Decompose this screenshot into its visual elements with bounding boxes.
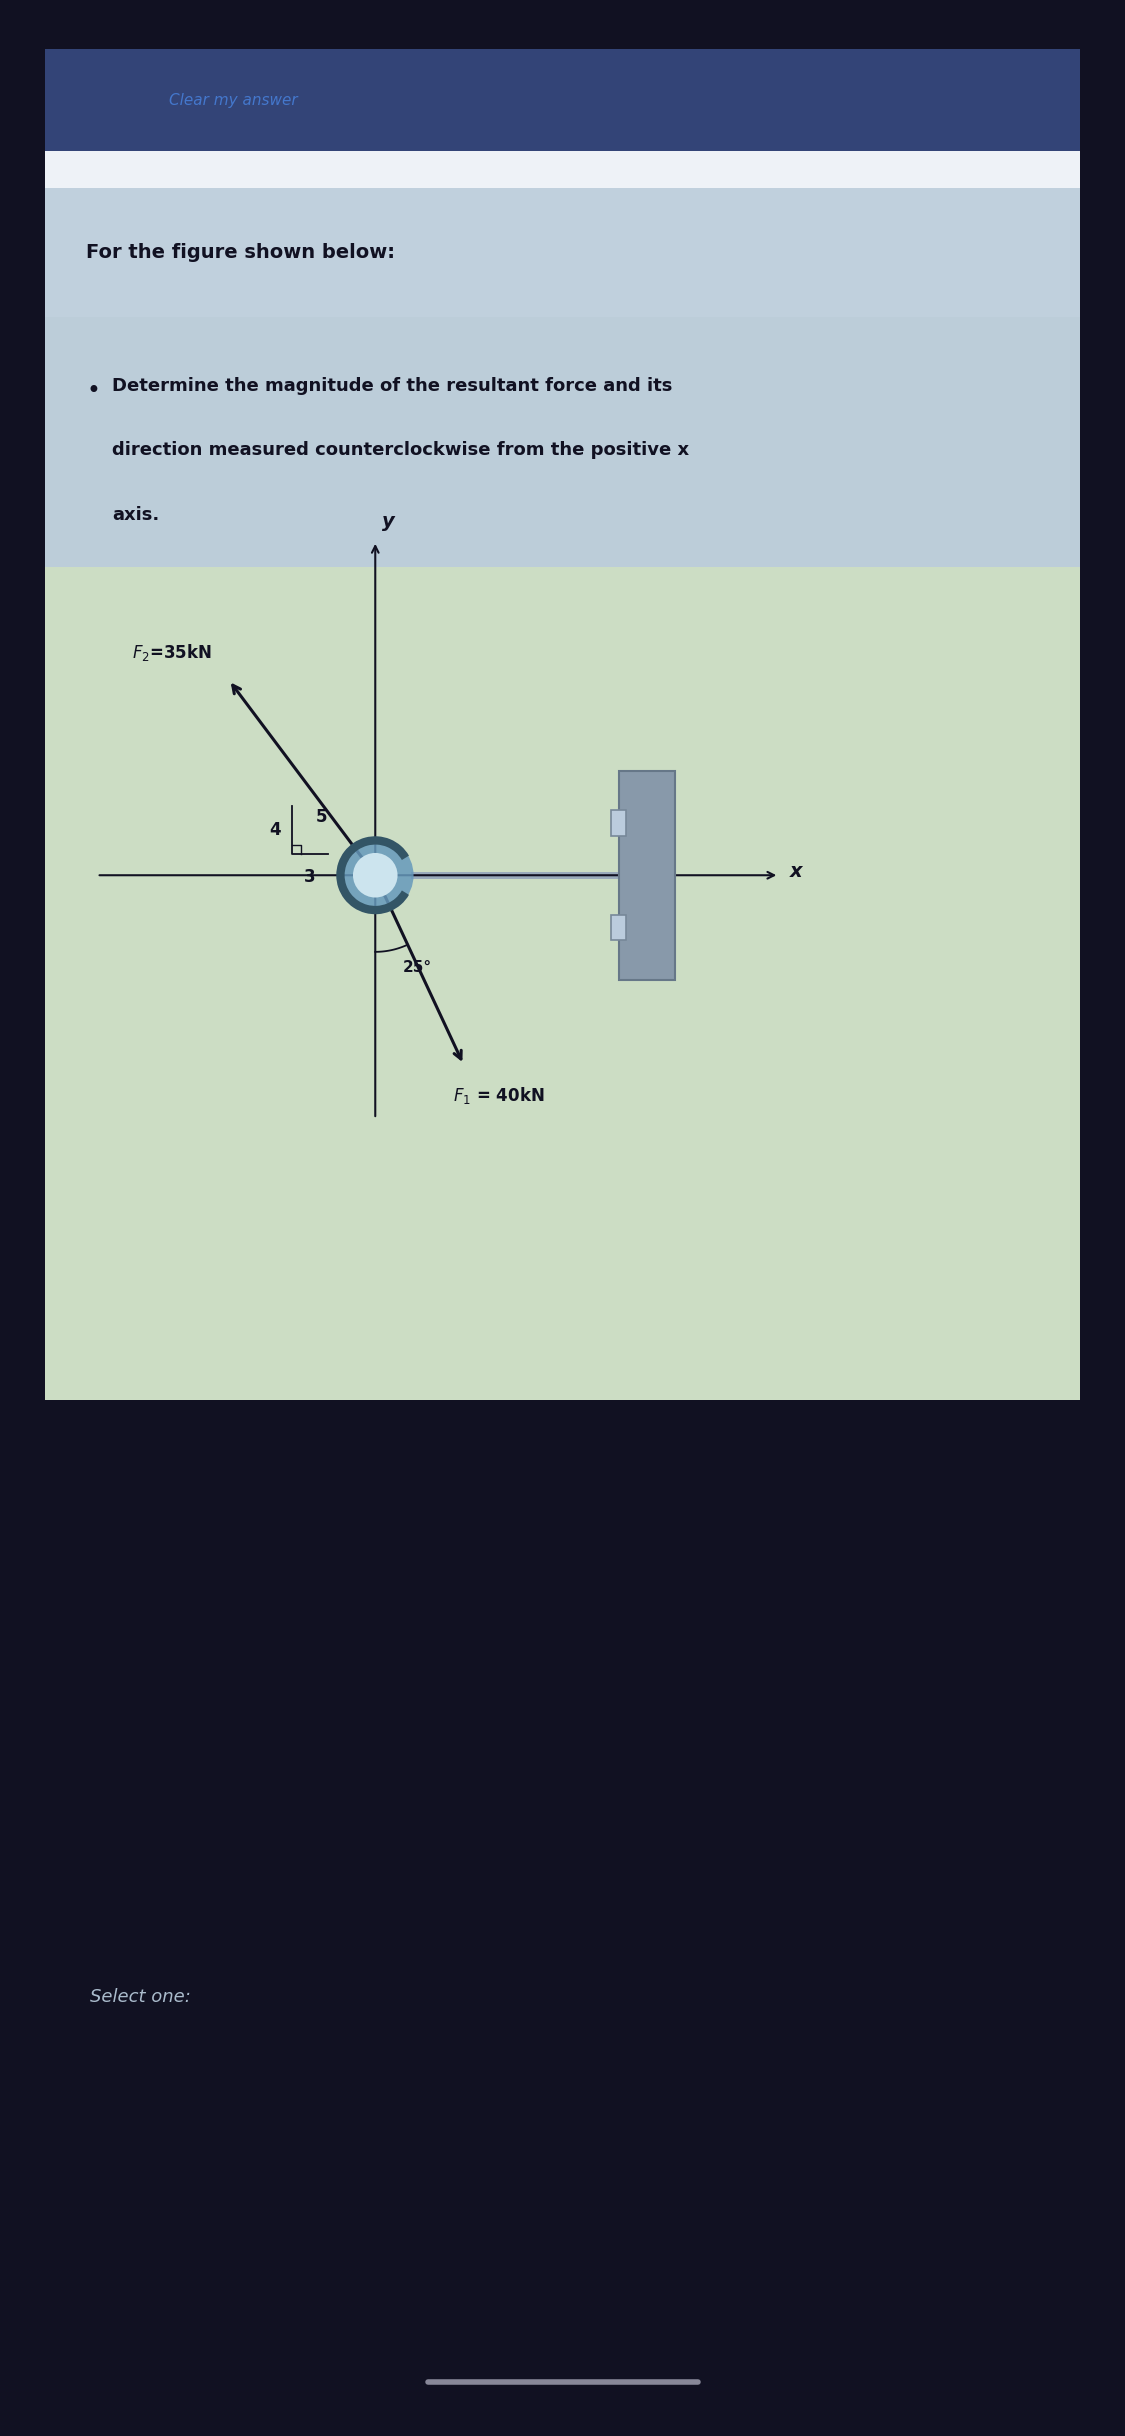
- Text: $F_2$=35kN: $F_2$=35kN: [132, 641, 212, 663]
- Text: Determine the magnitude of the resultant force and its: Determine the magnitude of the resultant…: [112, 378, 673, 395]
- Bar: [45, 49, 1080, 151]
- Text: For the figure shown below:: For the figure shown below:: [87, 244, 395, 261]
- Text: 5: 5: [316, 809, 327, 826]
- Text: •: •: [87, 380, 100, 404]
- Bar: [45, 568, 1080, 1401]
- Text: axis.: axis.: [112, 507, 160, 524]
- Text: direction measured counterclockwise from the positive x: direction measured counterclockwise from…: [112, 441, 690, 460]
- Bar: [611, 916, 626, 940]
- Bar: [45, 317, 1080, 568]
- Text: 3: 3: [304, 867, 316, 887]
- Text: $F_1$ = 40kN: $F_1$ = 40kN: [453, 1086, 544, 1106]
- Text: Clear my answer: Clear my answer: [169, 93, 298, 107]
- Text: x: x: [790, 862, 802, 882]
- Text: 4: 4: [270, 821, 281, 838]
- Text: Select one:: Select one:: [90, 1988, 191, 2005]
- Circle shape: [353, 853, 397, 896]
- Bar: [619, 770, 675, 979]
- Text: 25°: 25°: [403, 960, 432, 974]
- Text: y: y: [382, 512, 395, 531]
- Bar: [45, 188, 1080, 317]
- Circle shape: [338, 838, 414, 914]
- Bar: [45, 151, 1080, 188]
- Bar: [611, 811, 626, 836]
